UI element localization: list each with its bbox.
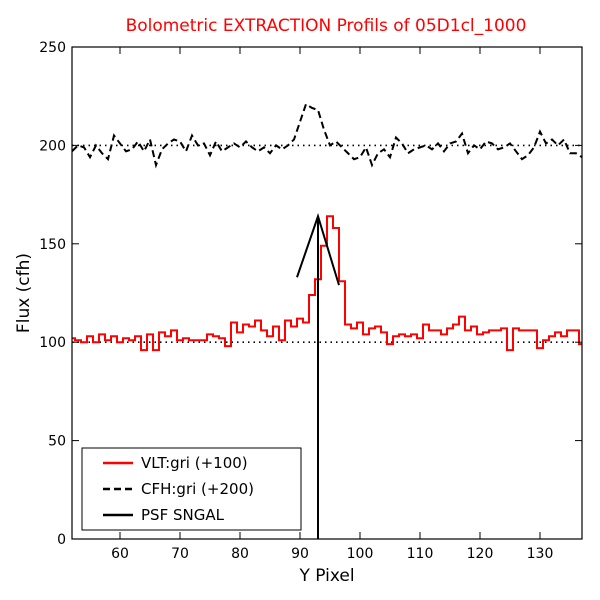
y-tick-label: 150 [39,237,66,253]
plot-area [72,102,582,539]
y-tick-label: 100 [39,335,66,351]
x-tick-label: 130 [527,546,554,562]
legend: VLT:gri (+100) CFH:gri (+200) PSF SNGAL [81,447,302,531]
y-tick-label: 50 [48,434,66,450]
series-line-vlt [72,215,582,352]
plot-frame [71,46,583,540]
legend-label-2: PSF SNGAL [141,506,225,524]
x-tick-label: 70 [171,546,189,562]
x-tick-label: 60 [111,546,129,562]
y-tick-label: 0 [57,532,66,548]
series-line-cfh [72,102,582,169]
legend-label-0: VLT:gri (+100) [141,454,248,472]
x-tick-label: 80 [231,546,249,562]
x-tick-label: 120 [467,546,494,562]
y-axis-label: Flux (cfh) [14,253,34,333]
axes: 60 70 80 90 100 110 120 130 0 50 100 150 200 250 [39,40,582,562]
x-axis-label: Y Pixel [298,566,354,586]
x-tick-label: 100 [347,546,374,562]
x-tick-label: 110 [407,546,434,562]
legend-label-1: CFH:gri (+200) [141,480,254,498]
y-tick-label: 250 [39,40,66,56]
x-tick-label: 90 [291,546,309,562]
y-tick-label: 200 [39,138,66,154]
chart-title: Bolometric EXTRACTION Profils of 05D1cl_… [126,16,527,36]
